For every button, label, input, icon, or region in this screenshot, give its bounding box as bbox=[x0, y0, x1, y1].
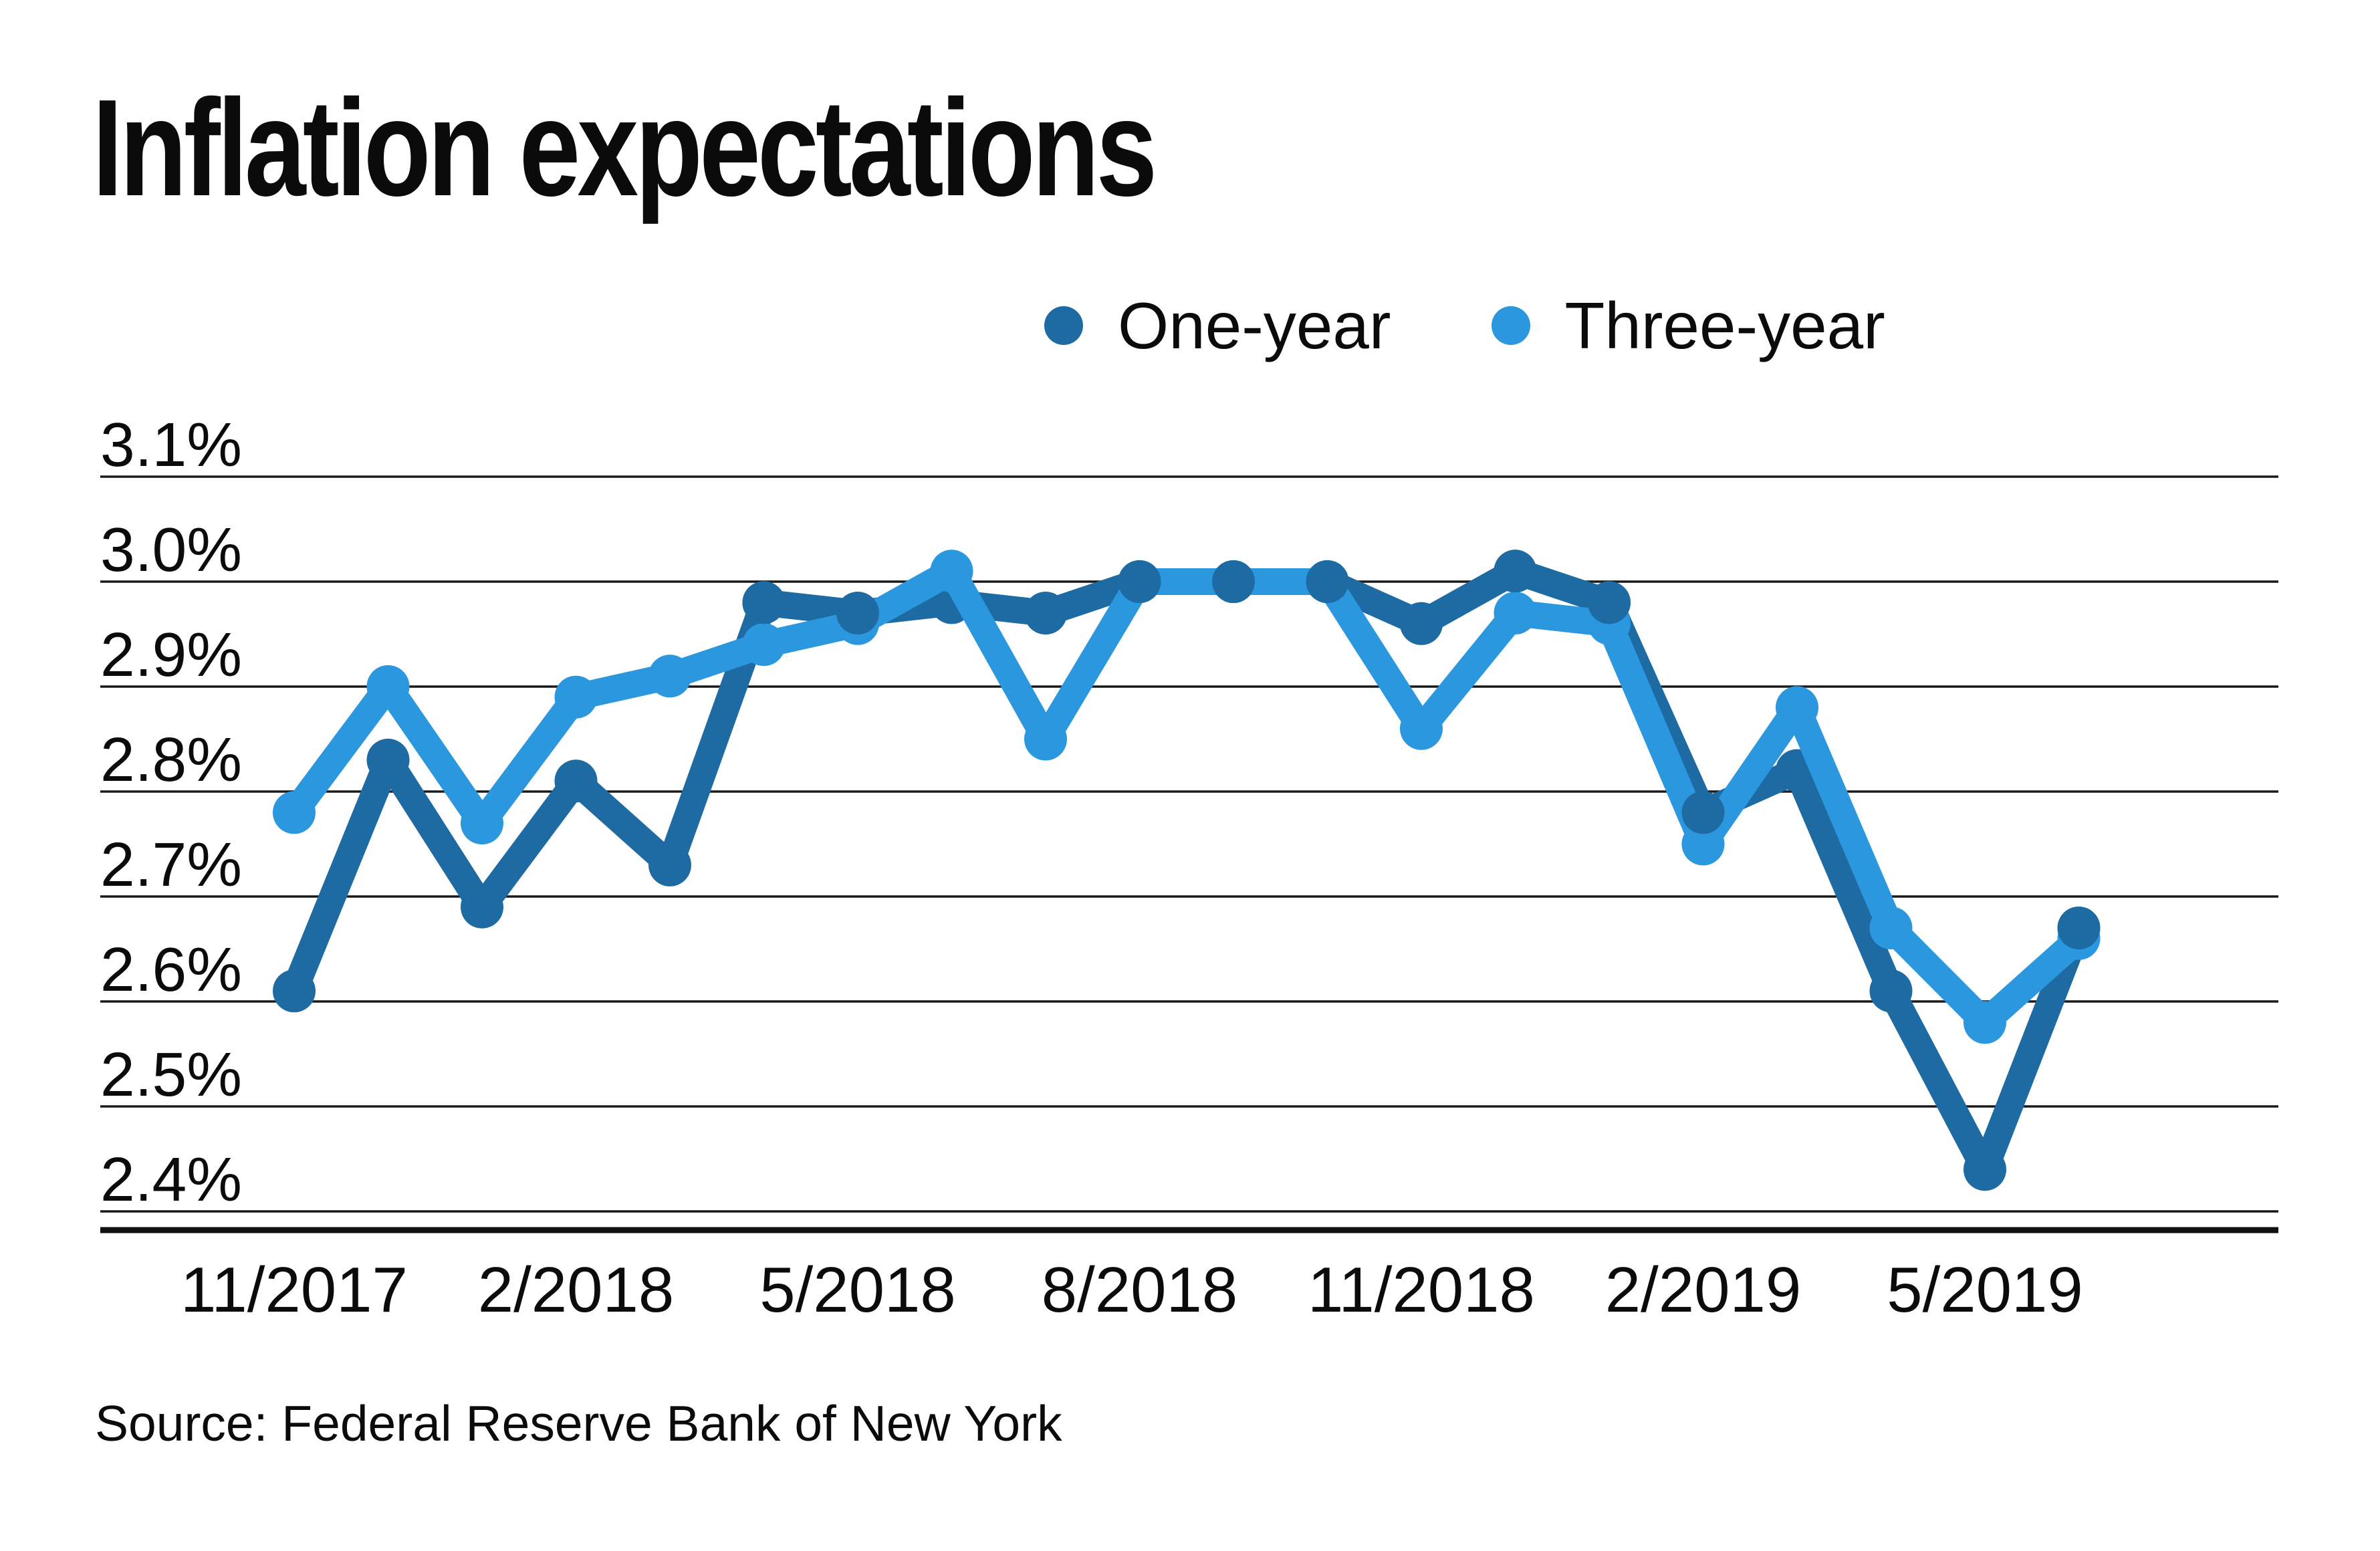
legend-item-three-year: Three-year bbox=[1491, 288, 1885, 364]
x-tick-label: 11/2017 bbox=[181, 1254, 408, 1326]
legend: One-year Three-year bbox=[1044, 286, 1885, 365]
data-point-three-year bbox=[1681, 822, 1725, 866]
three-year-dot-icon bbox=[1491, 306, 1530, 345]
x-tick-label: 2/2018 bbox=[478, 1254, 675, 1326]
data-point-three-year bbox=[1776, 686, 1818, 729]
x-tick-label: 8/2018 bbox=[1042, 1254, 1238, 1326]
data-point-one-year bbox=[461, 885, 503, 929]
y-tick-label: 2.5% bbox=[100, 1040, 242, 1109]
y-tick-label: 2.6% bbox=[100, 935, 242, 1004]
legend-label-one-year: One-year bbox=[1118, 288, 1391, 362]
data-point-three-year bbox=[1494, 592, 1537, 635]
data-point-three-year bbox=[554, 675, 598, 719]
legend-label-three-year: Three-year bbox=[1564, 288, 1885, 362]
data-point-one-year-top bbox=[1024, 592, 1067, 635]
series-line-one-year bbox=[281, 558, 2093, 1183]
x-tick-label: 11/2018 bbox=[1308, 1254, 1535, 1326]
data-point-one-year-top bbox=[1118, 560, 1161, 603]
data-point-three-year bbox=[742, 623, 786, 667]
data-point-one-year-top bbox=[1212, 560, 1255, 603]
data-point-one-year bbox=[1964, 1148, 2006, 1191]
data-point-three-year bbox=[273, 791, 316, 834]
y-tick-label: 2.4% bbox=[100, 1145, 242, 1214]
data-point-one-year-top bbox=[2057, 907, 2101, 950]
y-tick-label: 2.9% bbox=[100, 620, 242, 689]
x-tick-label: 5/2018 bbox=[759, 1254, 956, 1326]
one-year-dot-icon bbox=[1044, 306, 1083, 345]
x-tick-label: 2/2019 bbox=[1605, 1254, 1802, 1326]
data-point-one-year bbox=[1869, 969, 1913, 1013]
data-point-three-year bbox=[461, 802, 503, 845]
source-note: Source: Federal Reserve Bank of New York bbox=[95, 1395, 1062, 1451]
data-point-one-year bbox=[273, 969, 316, 1013]
y-tick-label: 2.7% bbox=[100, 830, 242, 899]
data-point-one-year-top bbox=[1588, 581, 1631, 624]
data-point-one-year bbox=[554, 759, 598, 803]
y-tick-label: 2.8% bbox=[100, 725, 242, 794]
data-point-three-year bbox=[1400, 707, 1443, 750]
data-point-one-year-top bbox=[742, 581, 786, 624]
y-tick-label: 3.0% bbox=[100, 515, 242, 584]
x-tick-label: 5/2019 bbox=[1887, 1254, 2083, 1326]
data-point-three-year bbox=[648, 654, 691, 698]
page-title: Inflation expectations bbox=[92, 71, 1157, 225]
data-point-three-year bbox=[930, 550, 973, 593]
data-point-one-year-top bbox=[1681, 791, 1725, 834]
data-point-one-year bbox=[366, 738, 410, 782]
legend-item-one-year: One-year bbox=[1044, 288, 1391, 364]
data-point-three-year bbox=[1024, 717, 1067, 761]
data-point-one-year-top bbox=[1400, 602, 1443, 645]
data-point-one-year bbox=[648, 843, 691, 886]
y-tick-label: 3.1% bbox=[100, 410, 242, 479]
data-point-one-year-top bbox=[1306, 560, 1349, 603]
data-point-one-year-top bbox=[836, 592, 879, 635]
data-point-three-year bbox=[366, 665, 410, 708]
data-point-three-year bbox=[1964, 1001, 2006, 1044]
data-point-one-year-top bbox=[1494, 550, 1537, 593]
data-point-three-year bbox=[1869, 907, 1913, 950]
